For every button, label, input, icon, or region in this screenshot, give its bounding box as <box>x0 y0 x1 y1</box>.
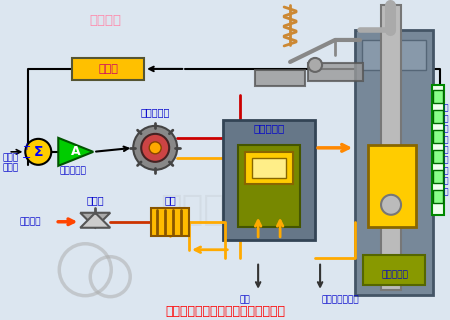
Bar <box>245 152 293 184</box>
Text: +: + <box>22 142 30 152</box>
Bar <box>255 70 305 86</box>
Bar <box>363 255 425 285</box>
Circle shape <box>141 134 169 162</box>
Text: 线
性
位
移
差
动
变
送
器: 线 性 位 移 差 动 变 送 器 <box>444 104 448 196</box>
Bar <box>355 30 433 295</box>
Text: 单侧油动机: 单侧油动机 <box>382 270 409 279</box>
Bar <box>433 110 443 123</box>
Bar <box>433 170 443 183</box>
Text: 隔绝阀: 隔绝阀 <box>86 195 104 205</box>
Bar <box>432 85 444 215</box>
Circle shape <box>133 126 177 170</box>
Text: 快速卸载阀: 快速卸载阀 <box>253 123 285 133</box>
Bar <box>72 58 144 80</box>
Bar <box>433 150 443 163</box>
Text: 控制器
来信号: 控制器 来信号 <box>2 153 18 172</box>
Bar <box>252 158 286 178</box>
Text: 滤网: 滤网 <box>164 195 176 205</box>
Text: 回油: 回油 <box>240 295 251 304</box>
Circle shape <box>25 139 51 165</box>
Text: 主汽阀危急遮断: 主汽阀危急遮断 <box>321 295 359 304</box>
Polygon shape <box>80 213 110 228</box>
Text: A: A <box>71 145 80 158</box>
Text: 高压主汽阀和调节汽阀的工作原理图: 高压主汽阀和调节汽阀的工作原理图 <box>165 305 285 318</box>
Polygon shape <box>58 138 93 166</box>
Text: Σ: Σ <box>34 145 43 159</box>
Circle shape <box>381 195 401 215</box>
Text: 解调器: 解调器 <box>98 64 118 74</box>
Bar <box>362 40 426 70</box>
Circle shape <box>308 58 322 72</box>
Bar <box>223 120 315 240</box>
Text: 激光技术原理: 激光技术原理 <box>160 193 290 227</box>
Text: 伺服放大器: 伺服放大器 <box>60 166 87 175</box>
Bar <box>433 90 443 103</box>
Text: 高压供油: 高压供油 <box>19 217 41 226</box>
Bar <box>433 190 443 203</box>
Bar <box>368 145 416 227</box>
Bar <box>381 5 401 290</box>
Text: 电液转换器: 电液转换器 <box>140 107 170 117</box>
Bar <box>308 63 363 81</box>
Bar <box>151 208 189 236</box>
Bar <box>238 145 300 227</box>
Text: −: − <box>22 153 31 163</box>
Polygon shape <box>80 213 110 228</box>
Circle shape <box>149 142 161 154</box>
Bar <box>433 130 443 143</box>
Text: 关主汽阀: 关主汽阀 <box>89 14 121 27</box>
